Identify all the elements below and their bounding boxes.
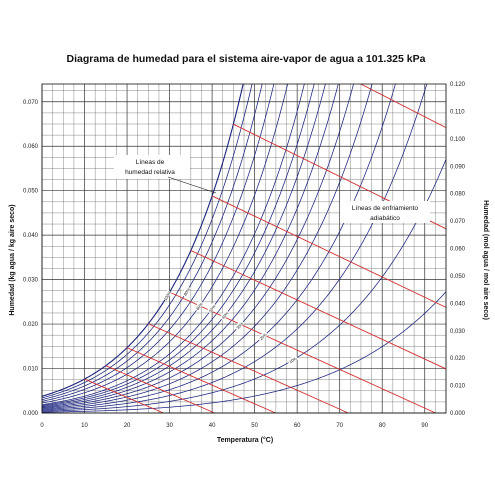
plot-frame	[41, 83, 447, 414]
rh-line	[41, 83, 373, 410]
rh-line	[41, 159, 447, 412]
x-tick-label: 40	[209, 423, 216, 429]
y2-tick-labels: 0.000 0.010 0.020 0.030 0.040 0.050 0.060 0.070…	[450, 82, 466, 417]
rh-line	[41, 83, 428, 411]
rh-line	[41, 291, 447, 413]
rh-label-bg	[219, 309, 230, 321]
rh-label-bg	[257, 331, 269, 342]
y2-axis-label: Humedad (mol agua / mol aire seco)	[482, 200, 489, 320]
x-tick-label: 50	[251, 423, 258, 429]
y2-tick-label: 0.100	[450, 137, 466, 143]
x-tick-label: 60	[294, 423, 301, 429]
y2-tick-label: 0.090	[450, 164, 466, 170]
y2-tick-label: 0.040	[450, 301, 466, 307]
chart-title: Diagrama de humedad para el sistema aire…	[67, 53, 426, 65]
rh-label: 80%	[181, 285, 191, 298]
rh-label-bg	[181, 285, 191, 298]
rh-label-bg	[287, 354, 299, 365]
y2-tick-label: 0.020	[450, 356, 466, 362]
relative-humidity-labels: 100% 80% 60% 50%40% 30% 20% 10%	[162, 285, 299, 365]
x-tick-label: 20	[124, 423, 131, 429]
rh-line	[41, 83, 396, 411]
rh-label-bg	[234, 319, 245, 331]
rh-annotation: Líneas de humedad relativa	[114, 155, 217, 194]
y2-tick-label: 0.060	[450, 247, 466, 253]
adiabatic-line	[105, 365, 215, 414]
relative-humidity-lines	[41, 83, 447, 413]
rh-label-text: 40%	[220, 310, 229, 320]
adiabatic-annotation-box	[340, 201, 430, 223]
y2-tick-label: 0.080	[450, 192, 466, 198]
x-tick-label: 70	[336, 423, 343, 429]
y-tick-label: 0.020	[23, 322, 39, 328]
y-tick-label: 0.030	[23, 278, 39, 284]
y2-tick-label: 0.000	[450, 411, 466, 417]
rh-label-text: 100%	[163, 290, 173, 302]
rh-line	[41, 83, 339, 408]
adiabatic-line	[126, 347, 276, 414]
rh-label: 60%	[193, 300, 204, 312]
y-tick-label: 0.060	[23, 144, 39, 150]
y2-tick-label: 0.030	[450, 329, 466, 335]
adiabatic-line	[148, 323, 349, 414]
rh-line	[41, 83, 244, 397]
rh-label-text: 80%	[182, 287, 191, 297]
rh-label: 40%	[219, 309, 230, 321]
rh-label: 20%	[257, 331, 269, 342]
rh-annotation-line-2: humedad relativa	[125, 169, 175, 176]
y2-tick-label: 0.050	[450, 274, 466, 280]
rh-annotation-pointer	[167, 176, 217, 194]
rh-line	[41, 83, 326, 407]
y-axis-label: Humedad (kg agua / kg aire seco)	[9, 204, 16, 315]
rh-annotation-line-1: Líneas de	[136, 159, 165, 166]
y2-tick-label: 0.110	[450, 109, 465, 115]
adiabatic-line	[84, 378, 164, 414]
adiabatic-line	[211, 195, 447, 308]
adiabatic-annotation: Líneas de enfriamiento adiabático	[340, 201, 430, 223]
rh-line	[41, 83, 253, 399]
y2-tick-label: 0.010	[450, 384, 466, 390]
x-tick-labels: 0 10 20 30 40 50 60 70 80 90	[40, 423, 428, 429]
rh-label-bg	[193, 300, 204, 312]
rh-label-bg	[162, 289, 172, 302]
x-tick-label: 0	[40, 423, 44, 429]
rh-line	[41, 83, 354, 409]
adiabatic-line	[360, 83, 447, 129]
x-tick-label: 30	[166, 423, 173, 429]
grid-minor	[42, 84, 447, 413]
rh-line	[41, 83, 305, 406]
y2-tick-label: 0.070	[450, 219, 466, 225]
y-tick-label: 0.010	[23, 367, 39, 373]
rh-line	[41, 83, 289, 404]
rh-label: 100%	[162, 289, 173, 302]
rh-line	[41, 83, 275, 402]
adiabatic-line	[169, 291, 436, 414]
x-axis-label: Temperatura (°C)	[217, 436, 273, 444]
rh-label-text: 10%	[288, 356, 298, 365]
rh-label-text: 20%	[258, 332, 268, 341]
rh-label-text: 30%	[235, 321, 244, 331]
rh-label: 30%	[234, 319, 245, 331]
y-tick-label: 0.050	[23, 189, 39, 195]
rh-line	[41, 83, 315, 406]
rh-label-text: 50%	[208, 304, 217, 314]
rh-label-text: 60%	[195, 301, 204, 311]
adiabatic-annotation-line-2: adiabático	[370, 215, 400, 222]
rh-label: 10%	[287, 354, 299, 365]
y-tick-labels: 0.000 0.010 0.020 0.030 0.040 0.050 0.060 0.070	[23, 100, 39, 417]
y-tick-label: 0.040	[23, 233, 39, 239]
rh-annotation-box	[114, 155, 190, 179]
y2-tick-label: 0.120	[450, 82, 466, 88]
rh-line	[41, 83, 263, 400]
adiabatic-line	[190, 250, 447, 370]
y-tick-label: 0.000	[23, 411, 39, 417]
rh-label: 50%	[206, 302, 217, 314]
adiabatic-annotation-line-1: Líneas de enfriamiento	[352, 205, 419, 212]
rh-label-bg	[206, 302, 217, 314]
x-tick-label: 90	[421, 423, 428, 429]
x-tick-label: 80	[379, 423, 386, 429]
x-tick-label: 10	[81, 423, 88, 429]
y-tick-label: 0.070	[23, 100, 39, 106]
